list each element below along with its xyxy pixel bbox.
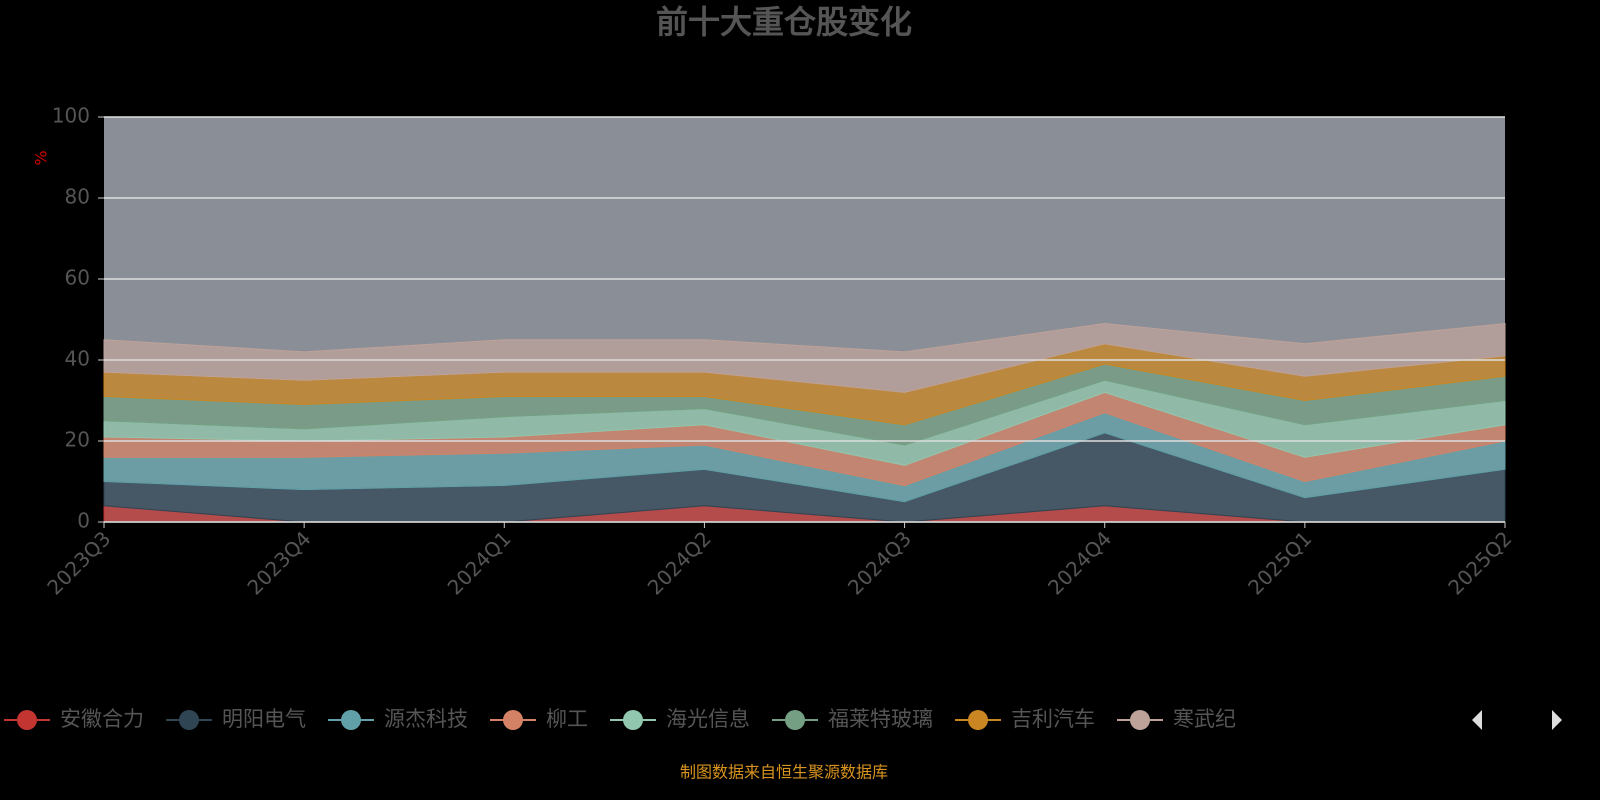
chart-title: 前十大重仓股变化 <box>656 3 912 41</box>
y-tick-label: 100 <box>52 104 90 128</box>
y-tick-label: 60 <box>65 266 90 290</box>
y-tick-label: 80 <box>65 185 90 209</box>
area <box>103 322 1506 393</box>
legend-marker <box>1130 710 1150 730</box>
x-tick-label: 2023Q4 <box>242 526 315 599</box>
x-tick-label: 2024Q1 <box>443 526 516 599</box>
legend: 安徽合力 明阳电气 源杰科技 柳工 海光信息 福莱特玻璃 吉利汽车 寒武纪 <box>4 707 1236 731</box>
y-tick-label: 0 <box>77 509 90 533</box>
x-tick-label: 2024Q4 <box>1043 526 1116 599</box>
x-tick-label: 2023Q3 <box>42 526 115 599</box>
legend-label: 源杰科技 <box>384 707 468 731</box>
legend-marker <box>503 710 523 730</box>
legend-label: 福莱特玻璃 <box>828 707 933 731</box>
legend-label: 海光信息 <box>666 707 750 731</box>
legend-marker <box>179 710 199 730</box>
legend-label: 安徽合力 <box>60 707 144 731</box>
y-axis-label: % <box>32 150 51 165</box>
y-tick-label: 20 <box>65 428 90 452</box>
legend-label: 柳工 <box>546 707 588 731</box>
legend-marker <box>623 710 643 730</box>
legend-label: 吉利汽车 <box>1011 707 1095 731</box>
legend-marker <box>968 710 988 730</box>
x-tick-label: 2025Q2 <box>1443 526 1516 599</box>
legend-marker <box>17 710 37 730</box>
legend-prev[interactable] <box>1472 710 1482 730</box>
legend-next[interactable] <box>1552 710 1562 730</box>
legend-marker <box>341 710 361 730</box>
legend-marker <box>785 710 805 730</box>
x-tick-label: 2024Q3 <box>843 526 916 599</box>
plot <box>103 322 1506 523</box>
legend-label: 寒武纪 <box>1173 707 1236 731</box>
x-tick-label: 2025Q1 <box>1243 526 1316 599</box>
legend-label: 明阳电气 <box>222 707 306 731</box>
x-tick-label: 2024Q2 <box>643 526 716 599</box>
footer-note: 制图数据来自恒生聚源数据库 <box>680 763 888 782</box>
y-tick-label: 40 <box>65 347 90 371</box>
